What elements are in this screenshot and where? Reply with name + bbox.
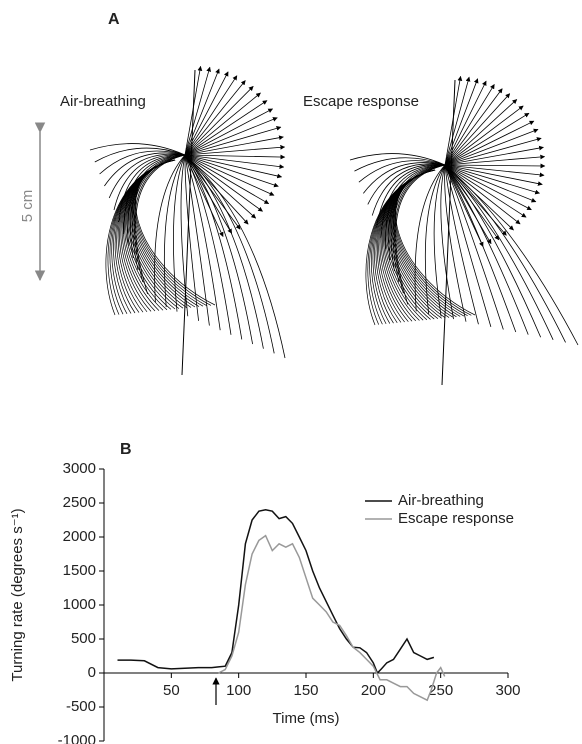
body-curve (155, 155, 185, 302)
legend-label: Air-breathing (398, 492, 484, 509)
y-tick-label: 1000 (63, 596, 96, 613)
y-tick-label: 2500 (63, 494, 96, 511)
heading-arrow (185, 67, 210, 155)
body-curve (393, 165, 445, 282)
y-axis-title: Turning rate (degrees s⁻¹) (9, 508, 26, 681)
heading-arrow (185, 118, 277, 155)
chart: -1000 -500 0 500 1000 1500 2000 2500 3000 50 100 15… (58, 460, 521, 744)
panel-label: B (120, 441, 132, 458)
body-curve (445, 165, 516, 332)
y-tick-label: 1500 (63, 562, 96, 579)
y-tick-label: 0 (88, 664, 96, 681)
legend-label: Escape response (398, 510, 514, 527)
midline (442, 80, 455, 385)
heading-arrow (445, 106, 523, 165)
x-tick-label: 150 (293, 682, 318, 699)
fish-title: Escape response (303, 93, 419, 110)
body-curve (133, 155, 185, 270)
panel-label: A (108, 11, 120, 28)
heading-arrow (445, 165, 544, 175)
heading-arrow (445, 79, 478, 165)
y-tick-label: 3000 (63, 460, 96, 477)
body-curve (173, 155, 185, 312)
heading-arrow (185, 69, 219, 155)
heading-arrow (185, 101, 267, 155)
x-tick-label: 250 (428, 682, 453, 699)
x-axis-title: Time (ms) (273, 710, 340, 727)
body-curve (445, 165, 528, 335)
data-line (118, 510, 434, 673)
figure: A Air-breathing Escape response 5 cm B T… (0, 0, 582, 744)
body-curve (134, 155, 185, 282)
body-curve (392, 170, 456, 317)
heading-arrow (185, 72, 228, 155)
heading-arrow (185, 109, 273, 155)
heading-arrow (445, 89, 502, 165)
x-tick-label: 200 (361, 682, 386, 699)
body-curve (441, 165, 454, 319)
fish-midlines (90, 66, 578, 385)
data-line (219, 536, 445, 701)
body-curve (394, 170, 467, 316)
x-tick-label: 50 (163, 682, 180, 699)
y-tick-label: -500 (66, 698, 96, 715)
heading-arrow (185, 93, 261, 155)
body-curve (350, 154, 445, 165)
y-tick-label: 2000 (63, 528, 96, 545)
body-curve (185, 155, 253, 344)
fish-title: Air-breathing (60, 93, 146, 110)
heading-arrow (185, 155, 240, 229)
x-tick-label: 100 (226, 682, 251, 699)
heading-arrow (445, 165, 545, 166)
body-curve (415, 165, 445, 311)
heading-arrow (445, 129, 538, 165)
y-tick-label: 500 (71, 630, 96, 647)
x-tick-label: 300 (495, 682, 520, 699)
y-tick-label: -1000 (58, 732, 96, 744)
scale-label: 5 cm (19, 190, 36, 223)
